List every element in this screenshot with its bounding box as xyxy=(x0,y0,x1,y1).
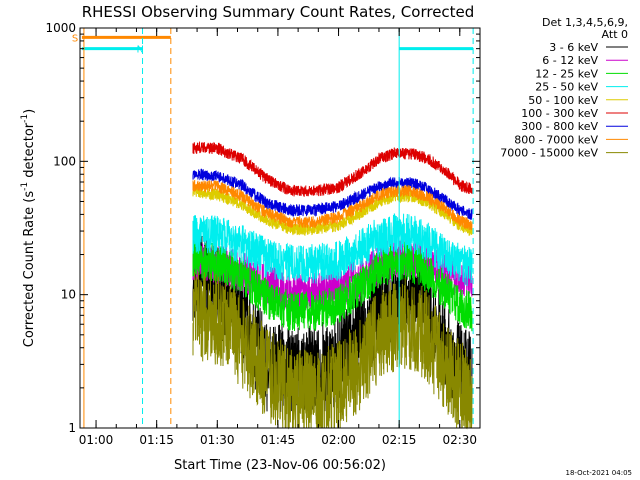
series-layer xyxy=(192,140,473,430)
x-tick-label: 02:30 xyxy=(442,433,477,447)
series-line xyxy=(192,179,473,231)
legend-label: 100 - 300 keV xyxy=(521,107,598,120)
legend-header-line1: Det 1,3,4,5,6,9, xyxy=(542,16,628,29)
state-bar-label: N xyxy=(137,45,144,56)
legend-label: 7000 - 15000 keV xyxy=(500,147,598,160)
y-tick-label: 1 xyxy=(68,421,76,435)
legend-header-line2: Att 0 xyxy=(602,28,628,41)
y-tick-label: 1000 xyxy=(45,21,76,35)
legend-label: 3 - 6 keV xyxy=(549,41,598,54)
y-axis-label-sup2: -1 xyxy=(20,114,30,123)
series-line xyxy=(192,140,473,197)
legend-label: 800 - 7000 keV xyxy=(514,133,598,146)
series-line xyxy=(192,213,473,287)
y-tick-label: 10 xyxy=(61,288,76,302)
state-bar-label: S xyxy=(72,33,78,44)
legend-label: 6 - 12 keV xyxy=(542,54,598,67)
series-line xyxy=(192,168,473,221)
y-axis-label-end: ) xyxy=(22,109,37,114)
legend-label: 25 - 50 keV xyxy=(535,81,598,94)
legend-label: 12 - 25 keV xyxy=(535,67,598,80)
series-line xyxy=(192,271,473,430)
y-axis-label: Corrected Count Rate (s-1 detector-1) xyxy=(20,109,37,347)
x-tick-label: 01:45 xyxy=(261,433,296,447)
chart-title: RHESSI Observing Summary Count Rates, Co… xyxy=(82,3,475,21)
y-axis-label-mid: detector xyxy=(22,122,37,182)
x-tick-label: 02:00 xyxy=(321,433,356,447)
y-axis-label-main: Corrected Count Rate (s xyxy=(22,191,37,348)
footer-timestamp: 18-Oct-2021 04:05 xyxy=(566,469,632,477)
legend-label: 300 - 800 keV xyxy=(521,120,598,133)
x-tick-label: 01:15 xyxy=(139,433,174,447)
x-tick-label: 01:30 xyxy=(200,433,235,447)
x-axis-label: Start Time (23-Nov-06 00:56:02) xyxy=(174,458,386,473)
x-tick-label: 02:15 xyxy=(382,433,417,447)
plot-frame xyxy=(79,27,481,429)
y-tick-label: 100 xyxy=(53,154,76,168)
legend-label: 50 - 100 keV xyxy=(528,94,598,107)
overlay-layer: SN xyxy=(72,28,474,428)
axis-layer: 1 10 100 1000 01:00 01:15 01:30 01:45 02:00 02:15… xyxy=(45,21,481,447)
y-axis-label-sup1: -1 xyxy=(20,182,30,191)
x-tick-label: 01:00 xyxy=(79,433,114,447)
